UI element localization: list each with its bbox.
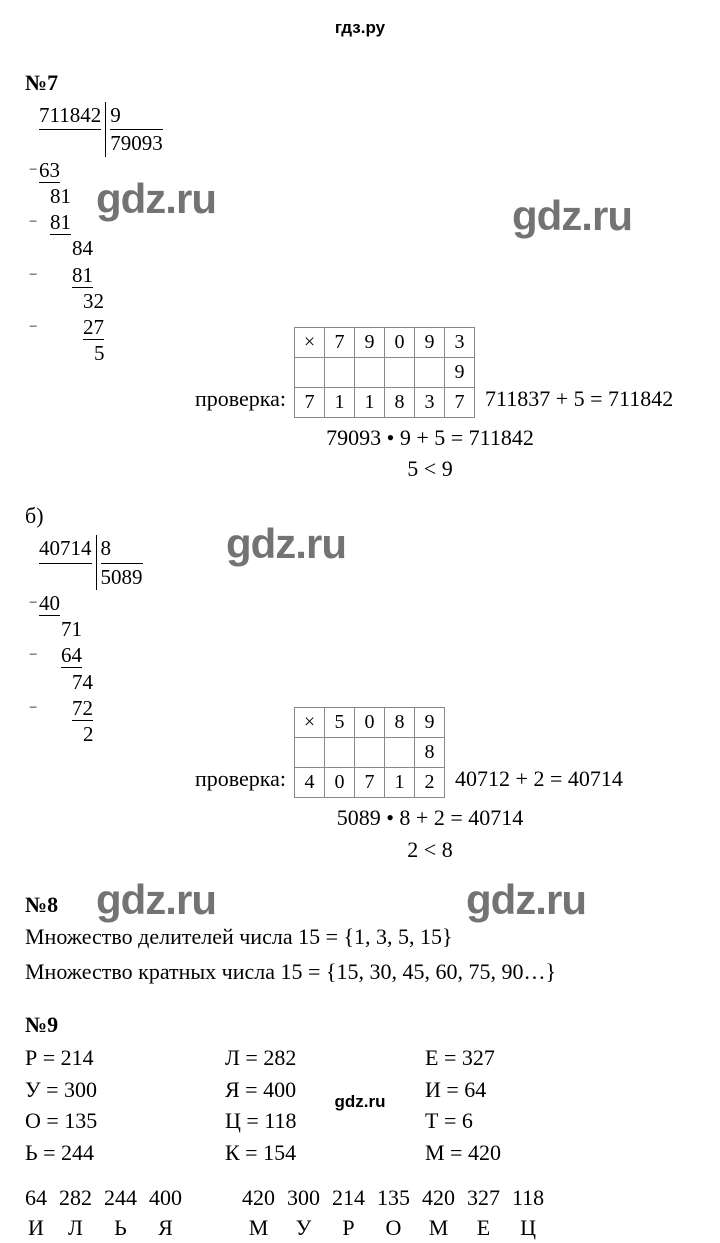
p7a-mult-table: ×79093 9 711837: [294, 327, 475, 418]
p9-var: Л = 282: [225, 1042, 425, 1074]
p7a-check-eq: 711837 + 5 = 711842: [485, 386, 673, 412]
p7b-line2: 5089 • 8 + 2 = 40714: [165, 802, 695, 834]
decode-item: 135О: [377, 1183, 410, 1242]
content-area: №7 711842 9 79093 638181848132275 провер…: [0, 70, 720, 1243]
decode-item: 400Я: [149, 1183, 182, 1242]
p7b-line3: 2 < 8: [165, 834, 695, 866]
p7b-verify: проверка: ×5089 8 40712 40712 + 2 = 4071…: [195, 707, 695, 798]
page-footer: gdz.ru: [0, 1092, 720, 1112]
decode-item: 327Е: [467, 1183, 500, 1242]
p7a-quotient: 79093: [110, 131, 163, 155]
decode-item: 64И: [25, 1183, 47, 1242]
decode-item: 214Р: [332, 1183, 365, 1242]
p9-var: Ь = 244: [25, 1137, 225, 1169]
p9-var: Р = 214: [25, 1042, 225, 1074]
verify-label-b: проверка:: [195, 766, 286, 792]
p7a-divisor: 9: [110, 103, 121, 127]
page-header: гдз.ру: [0, 0, 720, 38]
decode-item: 420М: [242, 1183, 275, 1242]
p9-var: Е = 327: [425, 1042, 625, 1074]
p8-heading: №8: [25, 892, 695, 918]
decode-item: 118Ц: [512, 1183, 544, 1242]
p7b-divisor: 8: [101, 536, 112, 560]
p9-decode: 64И 282Л 244Ь 400Я 420М 300У 214Р 135О 420М 327Е…: [25, 1183, 695, 1242]
p7b-label: б): [25, 503, 695, 529]
p7a-dividend: 711842: [39, 103, 101, 127]
decode-item: 300У: [287, 1183, 320, 1242]
p9-var: М = 420: [425, 1137, 625, 1169]
p7a-line2: 79093 • 9 + 5 = 711842: [165, 422, 695, 454]
p7a-verify: проверка: ×79093 9 711837 711837 + 5 = 7…: [195, 327, 695, 418]
p7-heading: №7: [25, 70, 695, 96]
decode-item: 244Ь: [104, 1183, 137, 1242]
decode-item: 420М: [422, 1183, 455, 1242]
p7b-check-eq: 40712 + 2 = 40714: [455, 766, 623, 792]
p7b-mult-table: ×5089 8 40712: [294, 707, 445, 798]
decode-item: 282Л: [59, 1183, 92, 1242]
verify-label: проверка:: [195, 386, 286, 412]
p7b-dividend: 40714: [39, 536, 92, 560]
p8-line2: Множество кратных числа 15 = {15, 30, 45…: [25, 957, 695, 988]
p9-heading: №9: [25, 1012, 695, 1038]
p9-var: К = 154: [225, 1137, 425, 1169]
p7a-line3: 5 < 9: [165, 453, 695, 485]
p8-line1: Множество делителей числа 15 = {1, 3, 5,…: [25, 922, 695, 953]
p7b-quotient: 5089: [101, 565, 143, 589]
